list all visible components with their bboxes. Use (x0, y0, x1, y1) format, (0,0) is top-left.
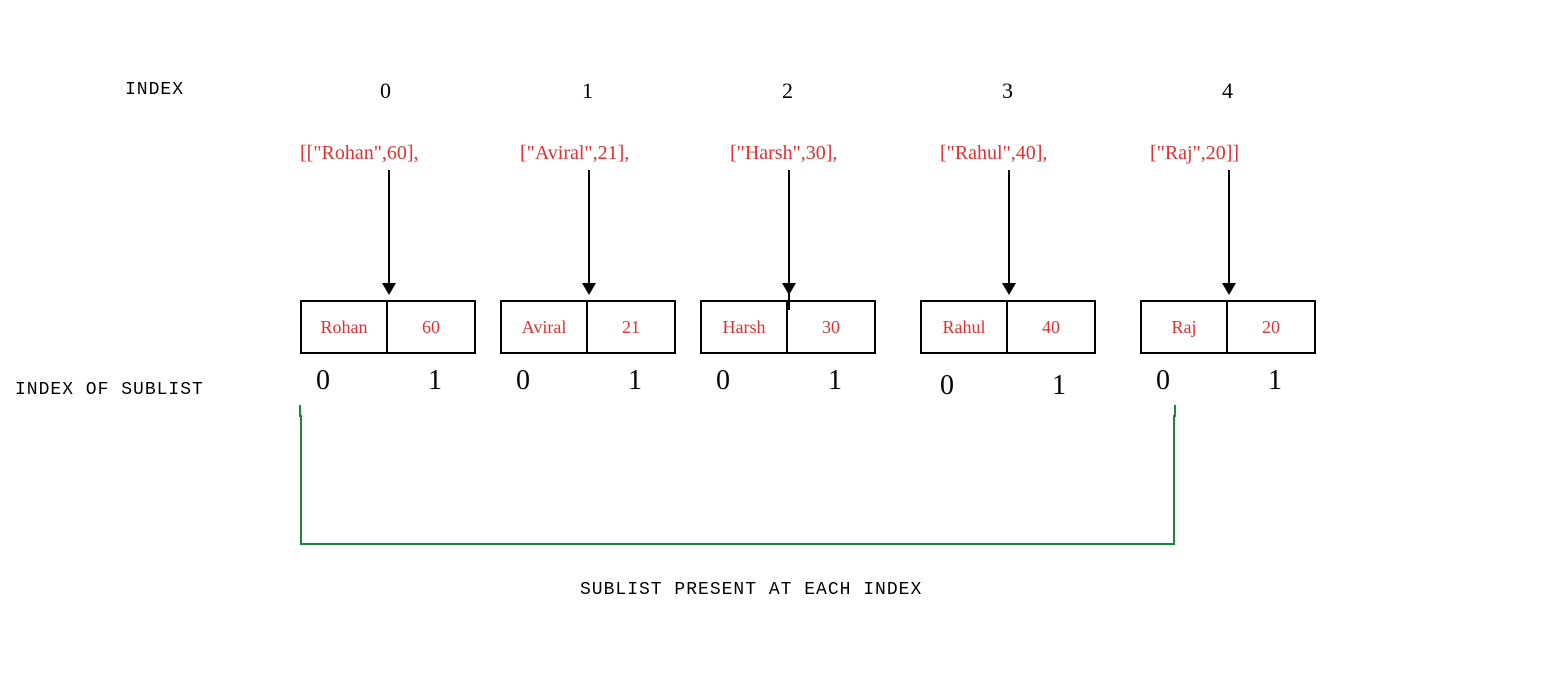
top-index-4: 4 (1222, 78, 1233, 104)
arrow-head-0 (382, 283, 396, 295)
code-text-1: ["Aviral",21], (520, 142, 629, 165)
arrow-head-2 (782, 283, 796, 295)
caption-label: SUBLIST PRESENT AT EACH INDEX (580, 580, 922, 600)
index-label: INDEX (125, 80, 184, 100)
cell-3-1: 40 (1008, 302, 1094, 352)
arrow-head-3 (1002, 283, 1016, 295)
top-index-1: 1 (582, 78, 593, 104)
code-text-0: [["Rohan",60], (300, 142, 419, 165)
sub-index-0-0: 0 (316, 365, 330, 397)
arrow-head-4 (1222, 283, 1236, 295)
bracket-right-tick (1174, 405, 1176, 417)
top-index-2: 2 (782, 78, 793, 104)
box-pair-1: Aviral 21 (500, 300, 676, 354)
bracket (300, 415, 1175, 545)
cell-1-1: 21 (588, 302, 674, 352)
cell-2-1: 30 (788, 302, 874, 352)
box-pair-3: Rahul 40 (920, 300, 1096, 354)
sub-index-4-1: 1 (1268, 365, 1282, 397)
arrow-3 (1008, 170, 1010, 285)
sub-index-2-1: 1 (828, 365, 842, 397)
sub-index-3-0: 0 (940, 370, 954, 402)
box-pair-4: Raj 20 (1140, 300, 1316, 354)
code-text-2: ["Harsh",30], (730, 142, 837, 165)
cell-1-0: Aviral (502, 302, 588, 352)
sub-index-3-1: 1 (1052, 370, 1066, 402)
cell-4-1: 20 (1228, 302, 1314, 352)
arrow-4 (1228, 170, 1230, 285)
arrow-0 (388, 170, 390, 285)
sub-index-1-0: 0 (516, 365, 530, 397)
cell-0-1: 60 (388, 302, 474, 352)
sub-index-0-1: 1 (428, 365, 442, 397)
code-text-3: ["Rahul",40], (940, 142, 1047, 165)
box-pair-2: Harsh 30 (700, 300, 876, 354)
box-pair-0: Rohan 60 (300, 300, 476, 354)
sublist-index-label: INDEX OF SUBLIST (15, 380, 204, 400)
sub-index-1-1: 1 (628, 365, 642, 397)
arrow-1 (588, 170, 590, 285)
cell-0-0: Rohan (302, 302, 388, 352)
sub-index-2-0: 0 (716, 365, 730, 397)
top-index-3: 3 (1002, 78, 1013, 104)
arrow-head-1 (582, 283, 596, 295)
sub-index-4-0: 0 (1156, 365, 1170, 397)
cell-2-0: Harsh (702, 302, 788, 352)
top-index-0: 0 (380, 78, 391, 104)
code-text-4: ["Raj",20]] (1150, 142, 1239, 165)
cell-4-0: Raj (1142, 302, 1228, 352)
cell-3-0: Rahul (922, 302, 1008, 352)
